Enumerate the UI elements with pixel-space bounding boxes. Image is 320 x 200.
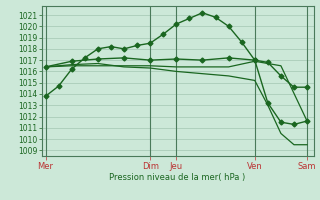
X-axis label: Pression niveau de la mer( hPa ): Pression niveau de la mer( hPa ) [109,173,246,182]
